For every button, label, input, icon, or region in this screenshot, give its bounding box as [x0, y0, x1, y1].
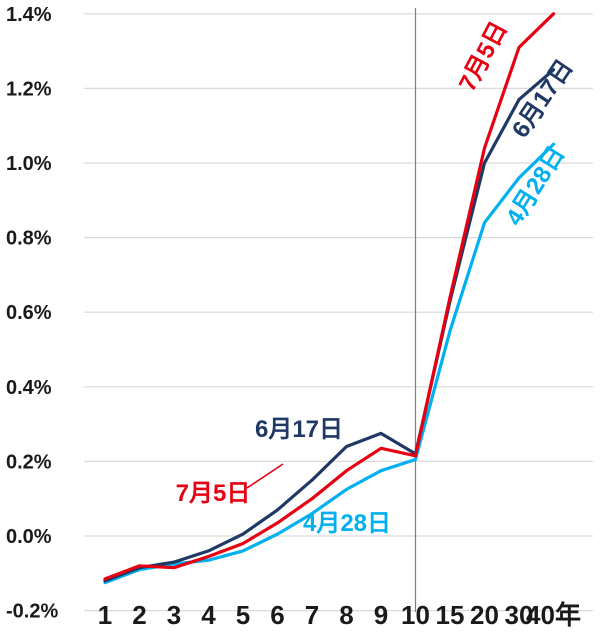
y-tick-label: 0.4%: [6, 377, 52, 399]
x-tick-label: 5: [236, 600, 250, 630]
y-tick-label: 0.0%: [6, 526, 52, 548]
x-tick-label: 7: [305, 600, 319, 630]
y-tick-label: 0.8%: [6, 228, 52, 250]
x-tick-label: 1: [98, 600, 112, 630]
y-tick-label: 0.2%: [6, 451, 52, 473]
x-tick-label: 20: [470, 600, 499, 630]
series-line-apr28: [103, 142, 556, 585]
series-label-apr28-curve-mid: 4月28日: [303, 510, 391, 537]
x-tick-label: 3: [167, 600, 181, 630]
y-tick-label: 1.2%: [6, 78, 52, 100]
y-tick-label: 1.4%: [6, 4, 52, 26]
series-line-jun17: [103, 68, 556, 583]
x-tick-label: 6: [270, 600, 284, 630]
x-tick-label: 4: [201, 600, 216, 630]
y-tick-label: -0.2%: [6, 601, 58, 623]
series-label-jul5-curve-mid: 7月5日: [176, 480, 251, 507]
x-tick-label: 15: [436, 600, 465, 630]
series-label-jul5-curve-end: 7月5日: [454, 17, 513, 96]
x-tick-label: 2: [132, 600, 146, 630]
x-tick-label: 30: [505, 600, 534, 630]
x-tick-label: 9: [374, 600, 388, 630]
y-tick-label: 0.6%: [6, 302, 52, 324]
x-tick-label: 8: [339, 600, 353, 630]
series-line-jul5: [103, 12, 556, 581]
label-leader-line: [246, 463, 284, 489]
x-tick-label: 40年: [526, 600, 581, 630]
y-tick-label: 1.0%: [6, 153, 52, 175]
series-label-jun17-curve-mid: 6月17日: [255, 416, 343, 443]
x-tick-label: 10: [401, 600, 430, 630]
